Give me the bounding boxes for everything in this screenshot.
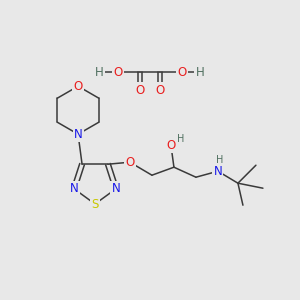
Text: O: O [155, 83, 165, 97]
Text: O: O [177, 65, 187, 79]
Text: S: S [91, 197, 99, 211]
Text: N: N [70, 182, 79, 195]
Text: O: O [125, 156, 135, 169]
Text: H: H [216, 155, 224, 165]
Text: H: H [94, 65, 103, 79]
Text: N: N [214, 165, 222, 178]
Text: N: N [74, 128, 82, 141]
Text: H: H [177, 134, 184, 144]
Text: O: O [113, 65, 123, 79]
Text: O: O [166, 139, 176, 152]
Text: H: H [196, 65, 204, 79]
Text: N: N [112, 182, 120, 195]
Text: O: O [74, 80, 83, 93]
Text: O: O [135, 83, 145, 97]
